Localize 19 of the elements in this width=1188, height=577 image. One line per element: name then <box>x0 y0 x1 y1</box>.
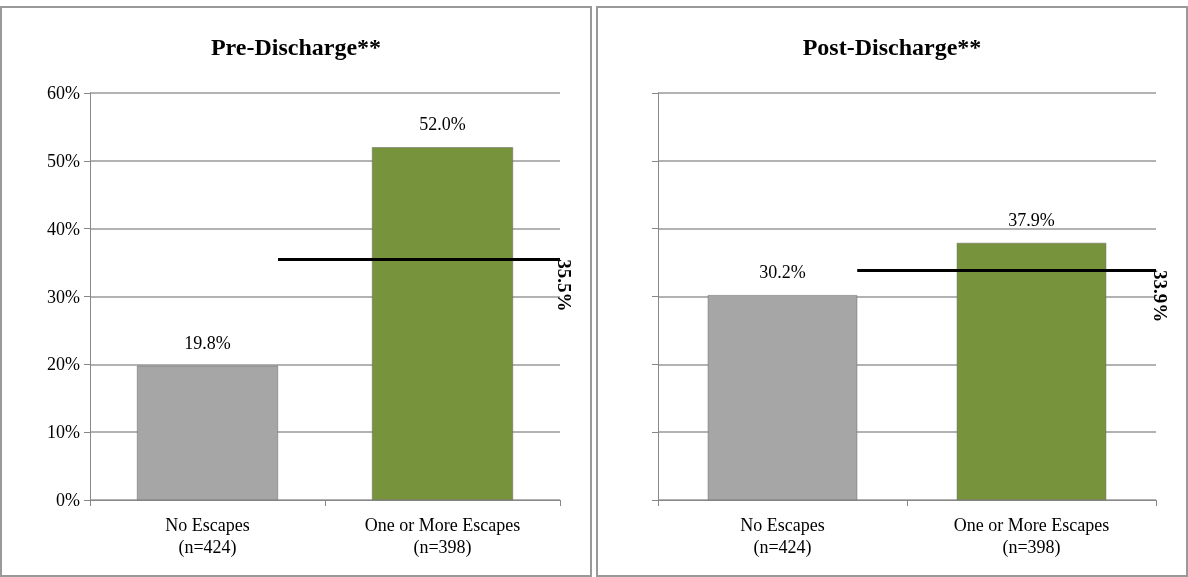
y-tick-label: 10% <box>47 422 80 443</box>
data-label: 19.8% <box>184 332 231 353</box>
chart-title: Post-Discharge** <box>802 34 982 60</box>
ref-line-label: 35.5% <box>553 259 575 312</box>
y-tick-label: 40% <box>47 218 80 239</box>
data-label: 30.2% <box>759 262 806 283</box>
x-tick-label: No Escapes (n=424) <box>740 515 825 558</box>
y-tick-label: 60% <box>47 83 80 103</box>
y-tick-label: 50% <box>47 150 80 171</box>
ref-line-label: 33.9% <box>1149 270 1171 323</box>
data-label: 37.9% <box>1008 209 1055 230</box>
y-tick-label: 0% <box>56 490 80 510</box>
x-tick-label: One or More Escapes (n=398) <box>953 515 1110 558</box>
x-tick-label: No Escapes (n=424) <box>165 515 250 558</box>
data-label: 52.0% <box>419 114 466 135</box>
y-tick-label: 20% <box>47 354 80 375</box>
chart-title: Pre-Discharge** <box>210 34 382 60</box>
y-tick-label: 30% <box>47 286 80 307</box>
x-tick-label: One or More Escapes (n=398) <box>364 515 521 558</box>
